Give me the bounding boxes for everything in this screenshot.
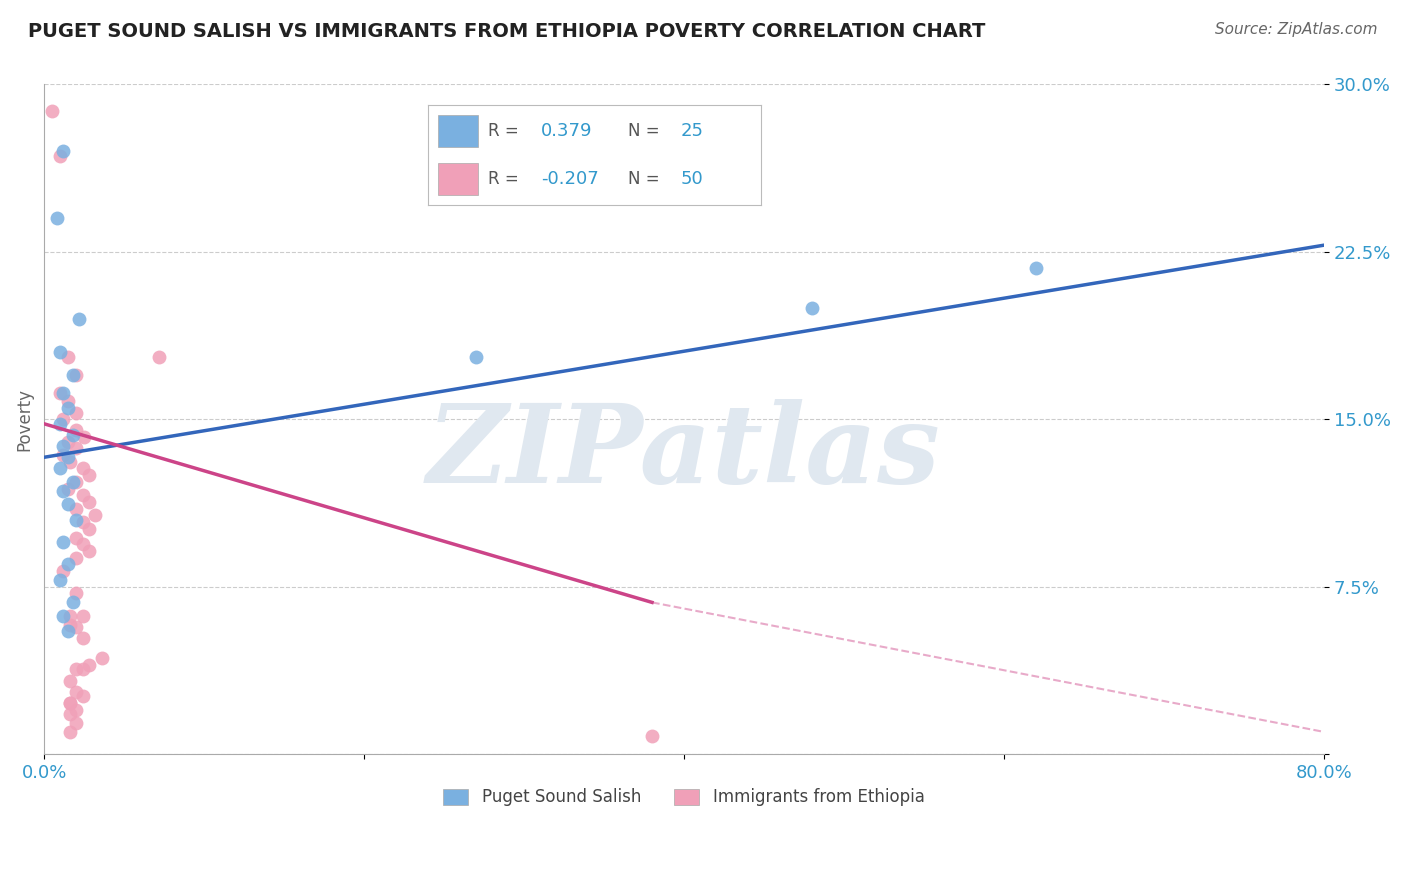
Legend: Puget Sound Salish, Immigrants from Ethiopia: Puget Sound Salish, Immigrants from Ethi… (437, 781, 931, 813)
Point (59, 455, 82, 469)
Point (72, 631, 94, 645)
Point (59, 724, 82, 739)
Point (62, 475, 84, 489)
Y-axis label: Poverty: Poverty (15, 388, 32, 450)
Point (84, 508, 107, 523)
Point (65, 702, 87, 716)
Point (77, 544, 100, 558)
Point (65, 513, 87, 527)
Point (49, 385, 72, 400)
Point (52, 608, 75, 623)
Point (77, 495, 100, 509)
Point (77, 522, 100, 536)
Point (801, 301, 824, 315)
Point (45, 211, 67, 226)
Point (90, 651, 112, 665)
Point (56, 450, 79, 465)
Point (641, 730, 664, 744)
Point (65, 586, 87, 600)
Point (56, 394, 79, 409)
Point (77, 657, 100, 672)
Point (65, 550, 87, 565)
Point (56, 558, 79, 572)
Point (65, 475, 87, 489)
Point (49, 417, 72, 431)
Text: Source: ZipAtlas.com: Source: ZipAtlas.com (1215, 22, 1378, 37)
Point (72, 608, 94, 623)
Point (52, 385, 75, 400)
Point (62, 368, 84, 382)
Point (52, 535, 75, 549)
Point (148, 350, 170, 364)
Point (77, 468, 100, 483)
Point (1025, 260, 1047, 275)
Point (52, 412, 75, 426)
Point (72, 537, 94, 551)
Point (52, 483, 75, 498)
Point (59, 608, 82, 623)
Point (52, 448, 75, 462)
Point (65, 424, 87, 438)
Point (52, 439, 75, 453)
Point (72, 461, 94, 475)
Point (67, 311, 90, 326)
Point (56, 482, 79, 496)
Text: PUGET SOUND SALISH VS IMMIGRANTS FROM ETHIOPIA POVERTY CORRELATION CHART: PUGET SOUND SALISH VS IMMIGRANTS FROM ET… (28, 22, 986, 41)
Point (65, 715, 87, 730)
Point (59, 696, 82, 710)
Point (52, 145, 75, 159)
Point (56, 497, 79, 511)
Point (59, 617, 82, 632)
Point (65, 442, 87, 456)
Point (465, 350, 488, 364)
Point (56, 434, 79, 449)
Point (62, 595, 84, 609)
Point (56, 350, 79, 364)
Point (59, 673, 82, 688)
Point (49, 461, 72, 475)
Text: ZIPatlas: ZIPatlas (427, 399, 941, 507)
Point (56, 624, 79, 639)
Point (65, 531, 87, 545)
Point (73, 430, 96, 444)
Point (72, 515, 94, 529)
Point (65, 501, 87, 516)
Point (49, 573, 72, 587)
Point (65, 662, 87, 676)
Point (72, 662, 94, 676)
Point (62, 428, 84, 442)
Point (65, 406, 87, 420)
Point (49, 345, 72, 359)
Point (65, 620, 87, 634)
Point (41, 104, 63, 119)
Point (52, 564, 75, 578)
Point (72, 488, 94, 502)
Point (65, 368, 87, 382)
Point (56, 401, 79, 416)
Point (49, 149, 72, 163)
Point (59, 696, 82, 710)
Point (65, 684, 87, 698)
Point (72, 689, 94, 703)
Point (59, 706, 82, 721)
